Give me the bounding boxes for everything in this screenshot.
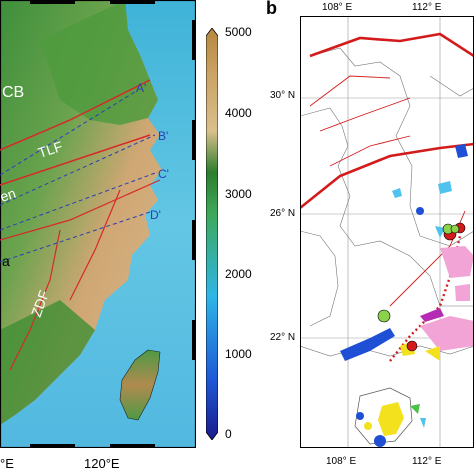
lat-30: 30° N (270, 90, 296, 101)
colorbar-tick-4000: 4000 (225, 106, 252, 120)
label-b-prime: B' (158, 129, 168, 143)
colorbar-tick-2000: 2000 (225, 267, 252, 281)
relief-map-a: CB A' B' C' D' TLF en a ZDF (0, 0, 196, 448)
lon-bottom-108: 108° E (326, 456, 357, 467)
colorbar-tick-0: 0 (225, 427, 232, 441)
profile-line-b (0, 134, 156, 206)
geologic-map-b (300, 16, 474, 448)
lon-label-a-left: °E (0, 456, 14, 471)
hainan-outline (354, 387, 413, 445)
label-a: a (2, 253, 10, 269)
lowland-zone (40, 0, 158, 125)
fault-line (9, 229, 61, 371)
colorbar-tick-1000: 1000 (225, 347, 252, 361)
panel-letter-b: b (266, 0, 277, 18)
taiwan-island (119, 349, 161, 421)
coastal-green (0, 300, 95, 425)
colorbar-tick-5000: 5000 (225, 25, 252, 39)
fault-line (0, 134, 151, 186)
label-tlf: TLF (36, 138, 65, 161)
label-a-prime: A' (136, 81, 146, 95)
profile-line-c (0, 171, 159, 231)
lon-top-112: 112° E (412, 2, 442, 13)
label-en: en (0, 185, 18, 205)
yellow-unit (378, 402, 404, 436)
lon-bottom-112: 112° E (412, 456, 442, 467)
map-panel-a: CB A' B' C' D' TLF en a ZDF (0, 0, 196, 448)
profile-line-a (0, 89, 139, 176)
blue-unit (340, 328, 395, 361)
lon-top-108: 108° E (322, 2, 353, 13)
label-cb: CB (2, 84, 24, 101)
lon-label-a-120: 120°E (84, 456, 120, 471)
fault-line (0, 79, 151, 151)
label-d-prime: D' (150, 208, 161, 222)
lat-22: 22° N (270, 332, 296, 343)
colorbar-tick-3000: 3000 (225, 187, 252, 201)
dotted-track (389, 235, 462, 362)
profile-line-d (0, 211, 151, 263)
label-c-prime: C' (158, 167, 169, 181)
pink-unit (440, 246, 474, 278)
fault-line (0, 179, 161, 241)
map-panel-b (300, 16, 474, 448)
elevation-colorbar (205, 27, 219, 441)
fault-line (69, 189, 121, 301)
lat-26: 26° N (270, 208, 296, 219)
